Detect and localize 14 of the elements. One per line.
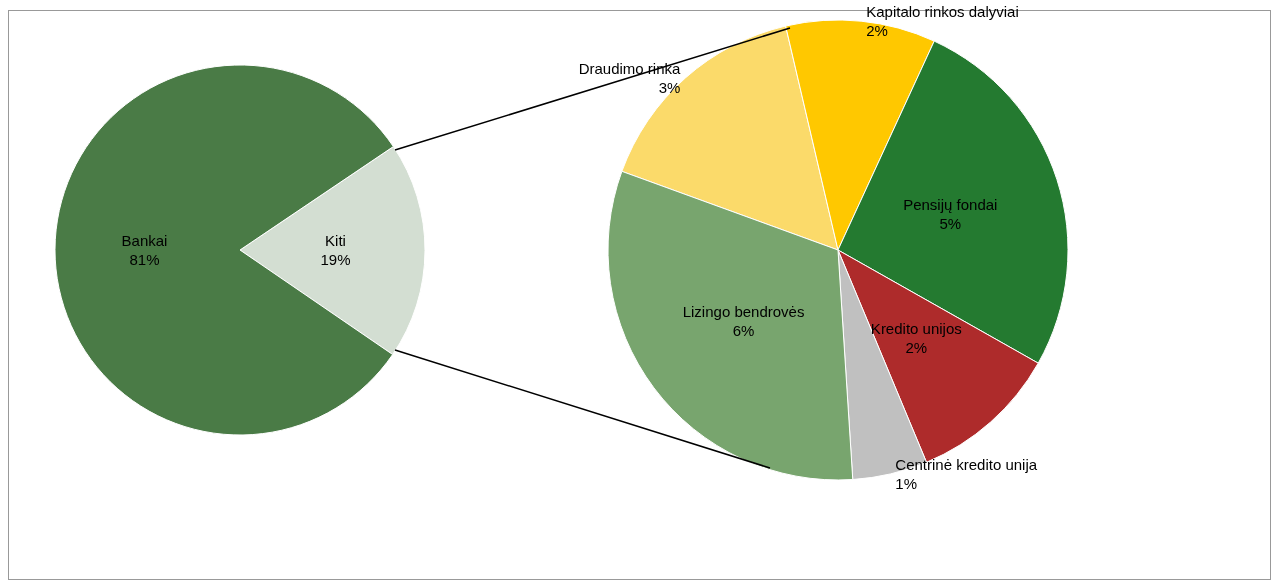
data-label: 19% bbox=[320, 251, 351, 269]
data-label: 81% bbox=[129, 250, 160, 268]
data-label: 2% bbox=[866, 22, 888, 40]
slice-label: Lizingo bendrovės bbox=[682, 302, 805, 320]
data-label: 5% bbox=[939, 214, 962, 232]
slice-label: Bankai bbox=[121, 231, 168, 249]
slice-label: Kapitalo rinkos dalyviai bbox=[866, 3, 1019, 21]
slice-label: Kiti bbox=[325, 232, 346, 250]
data-label: 6% bbox=[732, 321, 755, 339]
slice-label: Centrinė kredito unija bbox=[895, 455, 1038, 473]
data-label: 1% bbox=[895, 474, 918, 492]
data-label: 2% bbox=[905, 339, 928, 357]
slice-label: Kredito unijos bbox=[870, 320, 962, 338]
slice-label: Pensijų fondai bbox=[903, 195, 998, 213]
